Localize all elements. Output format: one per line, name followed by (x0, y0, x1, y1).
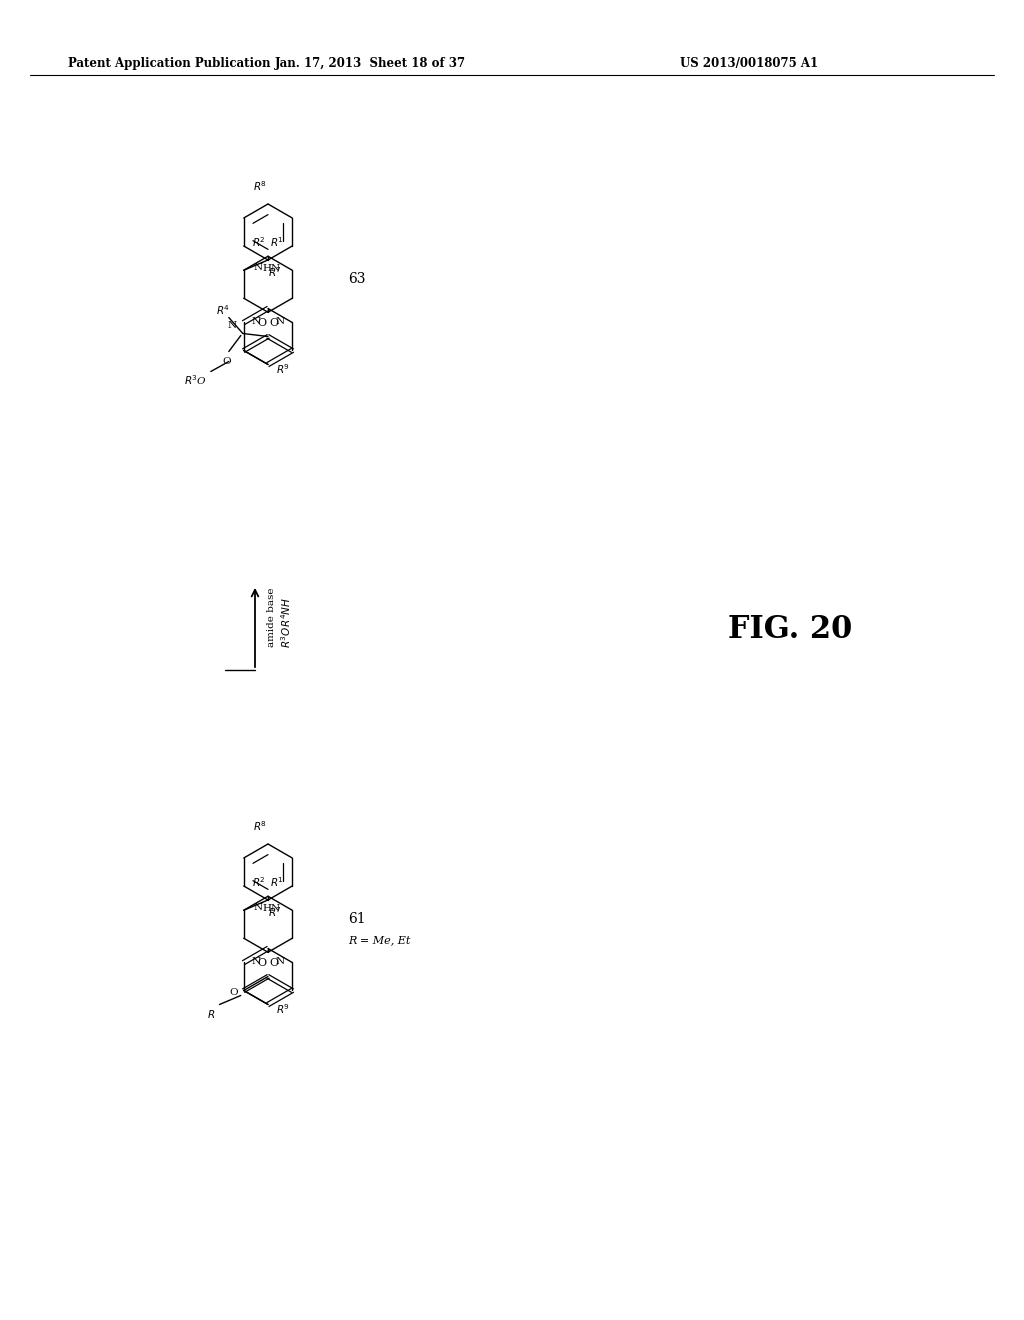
Text: O: O (222, 358, 231, 367)
Text: N: N (252, 957, 261, 966)
Text: $R^{9}$: $R^{9}$ (276, 1003, 290, 1016)
Text: $R^{8}$: $R^{8}$ (253, 820, 267, 833)
Text: N: N (254, 263, 263, 272)
Text: $R^{7}$: $R^{7}$ (267, 265, 282, 279)
Text: $R^{3}$O: $R^{3}$O (183, 374, 207, 387)
Text: O: O (229, 987, 238, 997)
Text: $R$: $R$ (207, 1008, 215, 1020)
Text: $R^3OR^4NH$: $R^3OR^4NH$ (279, 597, 293, 648)
Text: $R^{9}$: $R^{9}$ (276, 363, 290, 376)
Text: HN: HN (262, 904, 281, 912)
Text: 63: 63 (348, 272, 366, 286)
Text: $R^{8}$: $R^{8}$ (253, 180, 267, 193)
Text: $R^{2}$: $R^{2}$ (252, 875, 265, 888)
Text: $R^{1}$: $R^{1}$ (270, 235, 285, 249)
Text: N: N (227, 322, 237, 330)
Text: N: N (252, 317, 261, 326)
Text: 61: 61 (348, 912, 366, 927)
Text: N: N (254, 903, 263, 912)
Text: N: N (275, 957, 285, 966)
Text: N: N (275, 317, 285, 326)
Text: $R^{7}$: $R^{7}$ (267, 906, 282, 919)
Text: US 2013/0018075 A1: US 2013/0018075 A1 (680, 57, 818, 70)
Text: HN: HN (262, 264, 281, 273)
Text: Jan. 17, 2013  Sheet 18 of 37: Jan. 17, 2013 Sheet 18 of 37 (274, 57, 466, 70)
Text: FIG. 20: FIG. 20 (728, 615, 852, 645)
Text: O: O (269, 958, 279, 969)
Text: Patent Application Publication: Patent Application Publication (68, 57, 270, 70)
Text: O: O (269, 318, 279, 329)
Text: $R^{2}$: $R^{2}$ (252, 235, 265, 249)
Text: O: O (257, 958, 266, 969)
Text: amide base: amide base (267, 587, 276, 647)
Text: $R^{1}$: $R^{1}$ (270, 875, 285, 888)
Text: $R^{4}$: $R^{4}$ (216, 304, 229, 318)
Text: R = Me, Et: R = Me, Et (348, 936, 411, 945)
Text: O: O (257, 318, 266, 329)
